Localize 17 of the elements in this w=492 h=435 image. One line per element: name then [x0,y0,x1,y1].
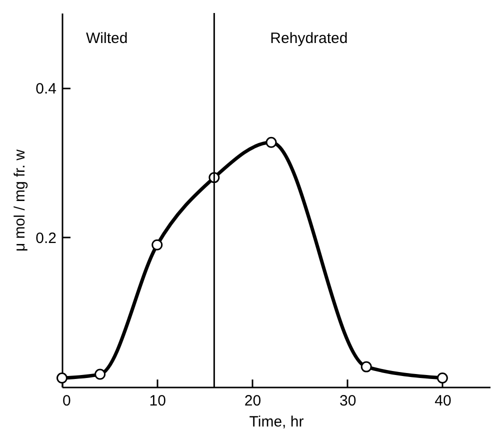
y-tick-label: 0.4 [36,80,56,98]
point [266,136,277,148]
x-tick-label: 20 [244,392,262,410]
x-tick-label: 10 [149,392,166,410]
x-tick-label: 0 [62,392,71,410]
x-tick-label: 40 [434,392,452,410]
annotation: Wilted [86,30,128,47]
point [360,361,372,372]
x-axis-title: Time, hr [249,414,304,430]
point [436,372,448,384]
point [56,372,68,384]
y-axis-title: μ mol / mg fr. w [12,149,29,252]
y-tick-label: 0.2 [36,230,56,247]
annotation: Rehydrated [270,30,348,47]
point [152,239,163,250]
point [94,368,106,380]
x-tick-label: 30 [339,392,356,410]
